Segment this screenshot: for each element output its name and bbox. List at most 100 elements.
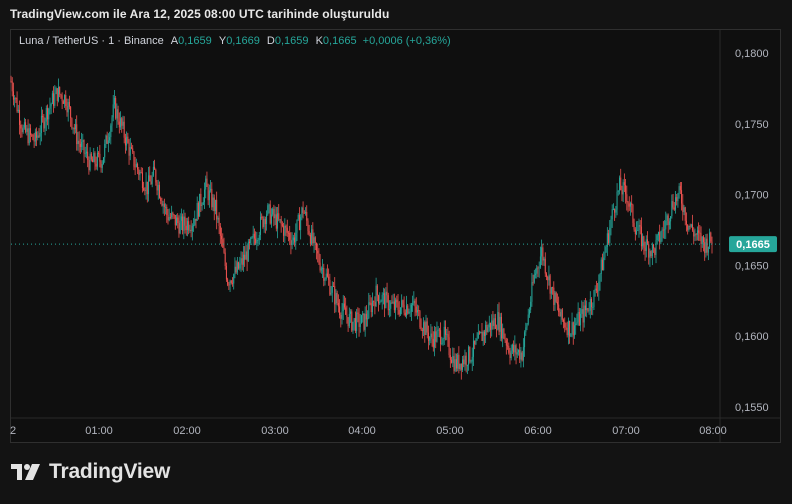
candle-body	[118, 121, 120, 128]
candle-body	[673, 207, 675, 210]
candle-body	[519, 350, 521, 360]
candle-body	[460, 363, 462, 370]
candle-body	[393, 301, 395, 311]
candle-body	[120, 118, 122, 128]
candle-body	[183, 216, 185, 231]
candle-body	[314, 237, 316, 243]
candle-body	[38, 135, 40, 137]
candle-body	[567, 320, 569, 336]
candle-body	[318, 253, 320, 263]
last-price-badge	[729, 236, 777, 253]
candle-body	[292, 237, 294, 241]
candle-body	[499, 316, 501, 332]
candle-body	[363, 313, 365, 330]
x-tick-label: 07:00	[612, 425, 640, 437]
candle-body	[128, 142, 130, 156]
candle-body	[186, 221, 188, 231]
candle-body	[632, 204, 634, 223]
candle-body	[692, 224, 694, 231]
candle-body	[73, 127, 75, 130]
candle-body	[521, 352, 523, 361]
candle-body	[572, 322, 574, 336]
candle-body	[409, 311, 411, 313]
candle-body	[700, 233, 702, 244]
candle-body	[436, 330, 438, 342]
candle-body	[62, 101, 64, 104]
candle-body	[270, 214, 272, 224]
candle-body	[520, 352, 522, 360]
candle-body	[587, 308, 589, 312]
candle-body	[32, 134, 34, 140]
candle-body	[526, 324, 528, 328]
candle-body	[213, 197, 215, 212]
candle-body	[599, 273, 601, 282]
symbol-label[interactable]: Luna / TetherUS · 1 · Binance	[19, 35, 164, 47]
candle-body	[197, 203, 199, 217]
candle-body	[75, 124, 77, 130]
candle-body	[371, 301, 373, 313]
candle-body	[477, 332, 479, 339]
candle-body	[219, 225, 221, 236]
candle-body	[701, 236, 703, 244]
ohlc-legend: Luna / TetherUS · 1 · Binance A0,1659 Y0…	[19, 35, 451, 47]
candle-body	[380, 301, 382, 303]
candle-body	[415, 306, 417, 313]
candle-body	[646, 239, 648, 245]
candle-body	[588, 310, 590, 312]
candle-body	[141, 172, 143, 188]
candle-body	[622, 182, 624, 195]
candle-body	[581, 309, 583, 314]
candle-body	[313, 237, 315, 244]
candle-body	[689, 225, 691, 227]
candle-body	[552, 287, 554, 289]
candle-body	[514, 345, 516, 353]
candle-body	[643, 236, 645, 248]
candle-body	[244, 254, 246, 260]
candle-body	[391, 302, 393, 304]
candle-body	[322, 267, 324, 269]
candle-body	[628, 203, 630, 207]
candle-body	[550, 287, 552, 294]
candle-body	[90, 153, 92, 160]
candle-body	[320, 268, 322, 271]
candle-body	[53, 93, 55, 106]
candle-body	[107, 140, 109, 144]
candle-body	[606, 233, 608, 247]
candle-body	[633, 222, 635, 230]
candle-body	[503, 328, 505, 339]
candle-body	[418, 310, 420, 312]
candle-body	[26, 128, 28, 132]
candle-body	[296, 219, 298, 233]
candle-body	[442, 338, 444, 344]
candle-body	[483, 331, 485, 336]
chart-panel[interactable]	[10, 29, 781, 443]
candle-body	[554, 292, 556, 305]
candle-body	[493, 318, 495, 326]
candle-body	[656, 235, 658, 241]
candle-body	[179, 220, 181, 234]
brand-logo[interactable]: TradingView	[11, 460, 170, 484]
candle-body	[331, 286, 333, 293]
candle-body	[348, 313, 350, 327]
candle-body	[399, 307, 401, 315]
candle-body	[589, 298, 591, 311]
candle-body	[404, 312, 406, 316]
candle-body	[160, 197, 162, 201]
candle-body	[650, 251, 652, 257]
candle-body	[273, 208, 275, 219]
candle-body	[247, 241, 249, 262]
candle-body	[474, 340, 476, 345]
candle-body	[132, 148, 134, 152]
candle-body	[169, 217, 171, 218]
candle-body	[206, 178, 208, 187]
candle-body	[513, 344, 515, 353]
candle-body	[378, 295, 380, 304]
tradingview-logo-icon	[11, 464, 40, 480]
candle-body	[457, 354, 459, 369]
candle-body	[298, 214, 300, 231]
candle-body	[173, 214, 175, 216]
candle-body	[690, 224, 692, 227]
y-tick-label: 0,1700	[735, 190, 769, 202]
candle-body	[465, 355, 467, 366]
